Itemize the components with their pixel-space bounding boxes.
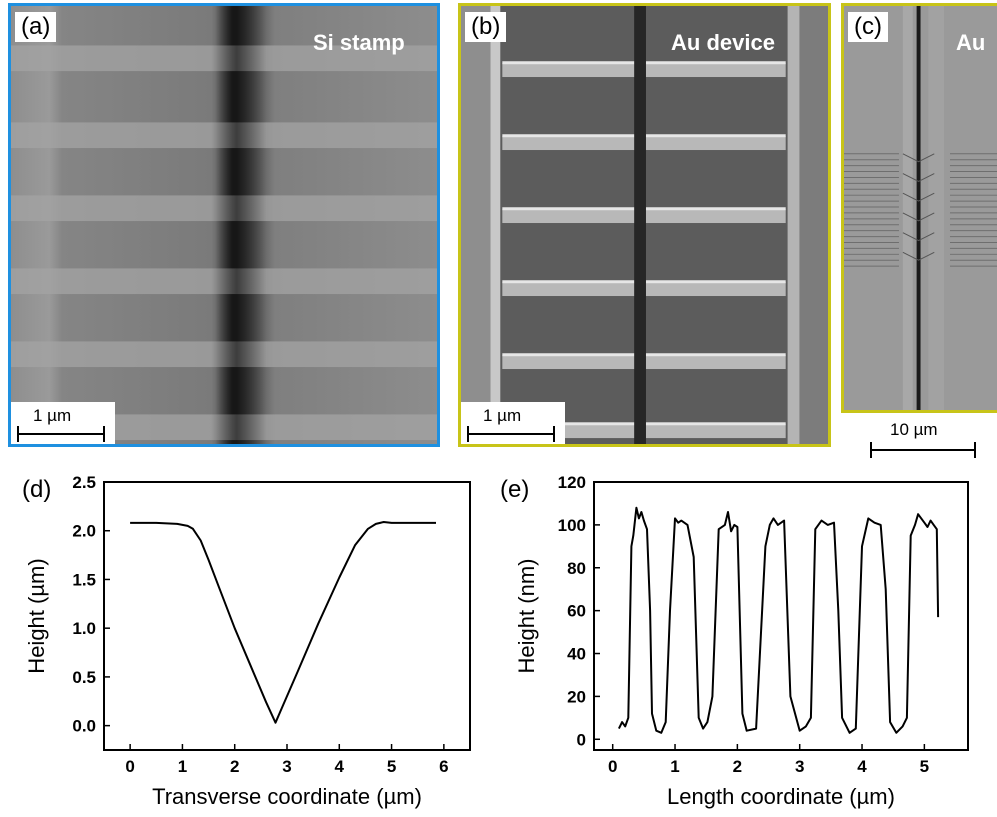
- plot-frame: [593, 481, 969, 751]
- panel-title-au-device: Au device: [671, 30, 775, 55]
- scalebar-c: 10 µm: [866, 418, 980, 464]
- x-tick-label: 0: [608, 757, 617, 776]
- sem-panel-b: (b) Au device 1 µm: [458, 3, 831, 447]
- panel-label-e: (e): [500, 476, 530, 503]
- series-line-0: [130, 521, 436, 724]
- panel-label-a: (a): [15, 12, 57, 42]
- y-tick-label: 2.5: [72, 473, 96, 492]
- scalebar-label-a: 1 µm: [33, 406, 72, 425]
- sem-image-au-overview: [844, 6, 997, 410]
- sem-image-au-device: [461, 6, 828, 444]
- y-tick-label: 2.0: [72, 522, 96, 541]
- x-tick-label: 2: [733, 757, 742, 776]
- scalebar-line-a: [17, 433, 105, 435]
- scalebar-b: 1 µm: [461, 402, 565, 444]
- y-tick-label: 120: [558, 473, 586, 492]
- x-tick-label: 5: [920, 757, 929, 776]
- x-tick-label: 2: [230, 757, 239, 776]
- y-tick-label: 0.5: [72, 668, 96, 687]
- x-tick-label: 6: [439, 757, 448, 776]
- y-tick-label: 80: [567, 559, 586, 578]
- scalebar-right-tick: [974, 442, 976, 458]
- y-tick-label: 0.0: [72, 717, 96, 736]
- panel-label-c: (c): [848, 12, 888, 42]
- scalebar-line-c: [870, 449, 976, 451]
- y-tick-label: 100: [558, 516, 586, 535]
- x-tick-label: 3: [282, 757, 291, 776]
- x-tick-label: 4: [857, 757, 867, 776]
- x-tick-label: 3: [795, 757, 804, 776]
- panel-title-si-stamp: Si stamp: [313, 30, 405, 55]
- x-tick-label: 5: [387, 757, 396, 776]
- y-tick-label: 20: [567, 687, 586, 706]
- chart-e-length-height: 0 1 2 3 4 5 0 20 40 60 80 100 120 Length coordinate (…: [514, 473, 969, 809]
- y-axis-label: Height (nm): [514, 559, 539, 674]
- sem-panel-a: (a) Si stamp 1 µm: [8, 3, 440, 447]
- scalebar-right-tick: [553, 426, 555, 442]
- scalebar-label-c: 10 µm: [890, 420, 938, 439]
- scalebar-right-tick: [103, 426, 105, 442]
- scalebar-a: 1 µm: [11, 402, 115, 444]
- scalebar-label-b: 1 µm: [483, 406, 522, 425]
- x-tick-label: 4: [335, 757, 345, 776]
- sem-image-si-stamp: [11, 6, 437, 444]
- series-line-0: [618, 506, 940, 734]
- scalebar-line-b: [467, 433, 555, 435]
- x-axis-label: Length coordinate (µm): [667, 784, 895, 809]
- x-tick-label: 0: [125, 757, 134, 776]
- panel-label-d: (d): [22, 476, 52, 503]
- y-tick-label: 1.5: [72, 570, 96, 589]
- sem-panel-c: (c) Au: [841, 3, 997, 413]
- panel-label-b: (b): [465, 12, 507, 42]
- y-axis-label: Height (µm): [24, 558, 49, 673]
- x-tick-label: 1: [178, 757, 187, 776]
- x-axis-label: Transverse coordinate (µm): [152, 784, 422, 809]
- y-tick-label: 0: [577, 730, 586, 749]
- panel-title-au: Au: [956, 30, 986, 55]
- x-tick-label: 1: [670, 757, 679, 776]
- y-tick-label: 60: [567, 602, 586, 621]
- y-tick-label: 40: [567, 645, 586, 664]
- chart-d-transverse-height: 0 1 2 3 4 5 6 0.0 0.5 1.0 1.5 2.0 2.5 Transverse coor…: [24, 473, 471, 809]
- y-tick-label: 1.0: [72, 619, 96, 638]
